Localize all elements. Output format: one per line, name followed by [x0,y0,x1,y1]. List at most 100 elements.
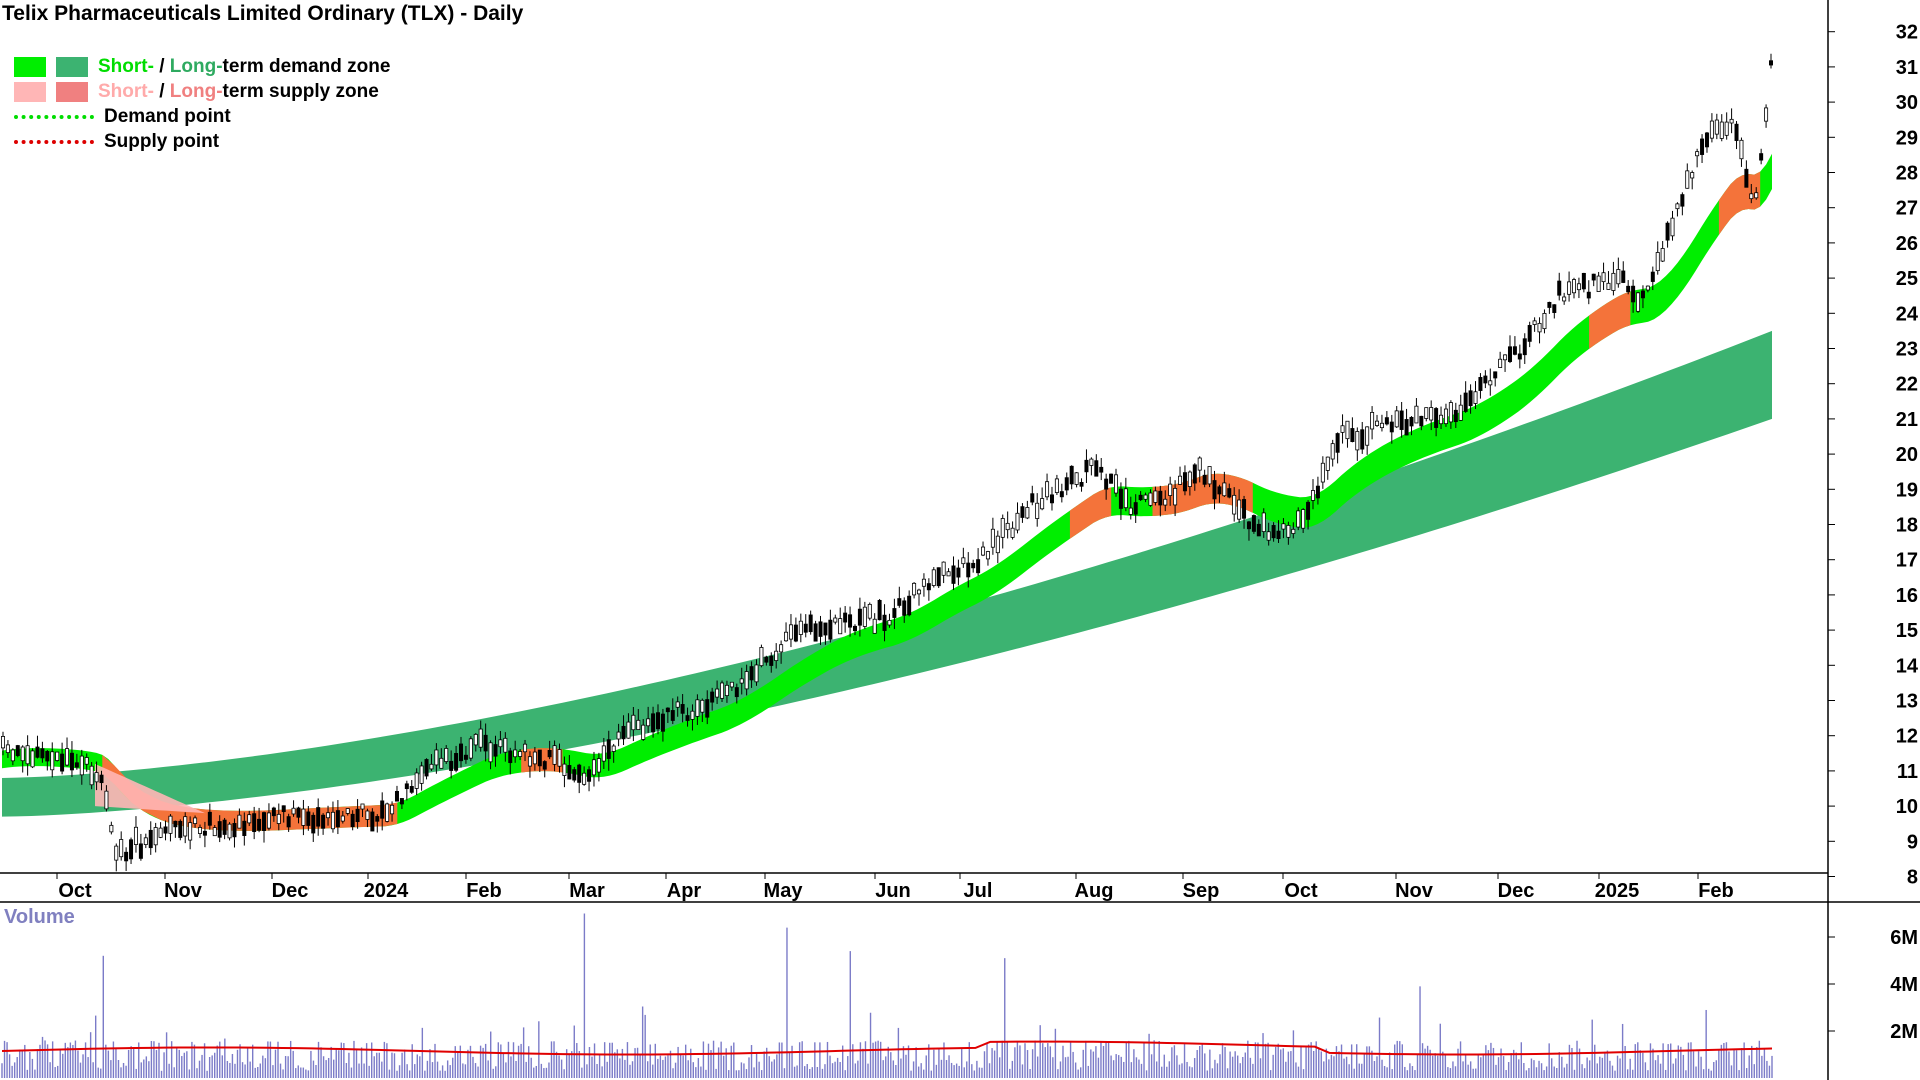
date-tick-label: Mar [569,880,605,902]
legend-supply-zone: Short- / Long-term supply zone [14,79,390,104]
candle-body [281,805,286,813]
candle-body [537,749,542,767]
candle-body [1261,512,1266,532]
candle-body [1503,354,1508,361]
candle-body [848,614,853,628]
candle-body [754,664,759,683]
candle-body [424,759,429,777]
legend-demand-point-label: Demand point [104,105,231,127]
candle-body [104,790,109,810]
candle-body [774,650,779,661]
candle-body [532,751,537,765]
candle-body [857,608,862,626]
candle-body [985,551,990,560]
candle-body [109,824,114,833]
candle-body [10,749,15,762]
candle-body [1636,292,1641,312]
candle-body [1375,420,1380,426]
candle-body [685,715,690,721]
price-tick-label: 17 [1896,550,1918,572]
candle-body [1005,522,1010,531]
candle-body [1178,475,1183,485]
candle-body [1660,248,1665,262]
candle-body [1049,494,1054,504]
candle-body [478,728,483,748]
candle-body [454,753,459,771]
candle-body [828,619,833,640]
candle-body [1453,409,1458,423]
candle-body [1291,528,1296,534]
candle-body [375,816,380,822]
candle-body [1680,194,1685,207]
date-tick-label: Jun [875,880,911,902]
price-tick-label: 16 [1896,585,1918,607]
candle-body [1714,119,1719,135]
date-tick-label: 2024 [364,880,409,902]
volume-average [1,1040,1773,1056]
candle-body [572,769,577,781]
price-tick-label: 28 [1896,163,1918,185]
candle-body [99,774,104,784]
candle-body [370,811,375,832]
candle-body [473,733,478,746]
candle-body [1576,283,1581,291]
candle-body [921,578,926,587]
candle-body [675,701,680,708]
legend: Short- / Long-term demand zone Short- / … [14,54,390,154]
candle-body [990,528,995,548]
short-term-supply-zone [1589,291,1631,349]
candle-body [138,843,143,859]
legend-supply-point: Supply point [14,129,390,154]
price-tick-label: 22 [1896,374,1918,396]
candle-body [567,765,572,780]
candle-body [1655,252,1660,272]
candle-body [488,742,493,763]
candle-body [483,734,488,752]
candle-body [611,745,616,752]
candle-body [355,808,360,823]
legend-supply-long: Long- [169,80,223,102]
candle-body [1168,483,1173,496]
candle-body [606,739,611,759]
candle-body [1552,304,1557,313]
candle-body [1345,420,1350,440]
candle-body [380,800,385,819]
price-tick-label: 30 [1896,92,1918,114]
candle-body [1379,422,1384,429]
candle-body [1010,527,1015,538]
candle-body [587,769,592,782]
candle-body [1340,425,1345,433]
candle-body [1606,282,1611,290]
candle-body [1611,272,1616,291]
candle-body [1123,488,1128,509]
candle-body [596,758,601,773]
candle-body [1640,290,1645,299]
candle-body [242,820,247,836]
price-tick-label: 19 [1896,479,1918,501]
price-tick-label: 31 [1896,57,1918,79]
candle-body [1251,515,1256,532]
candle-body [788,624,793,640]
price-axis: 8 9 10 11 12 13 14 15 16 17 18 19 20 21 22 23 24 25 26 27 28… [1828,22,1919,889]
candle-body [1443,408,1448,425]
candle-body [995,535,1000,554]
candle-body [557,749,562,767]
candle-body [385,803,390,822]
date-tick-label: Aug [1075,880,1114,902]
candle-body [119,839,124,858]
candle-body [262,812,267,831]
candle-body [897,598,902,606]
candle-body [227,823,232,839]
date-tick-label: Oct [1284,880,1318,902]
candle-body [291,807,296,815]
candle-body [1173,487,1178,506]
candle-body [493,744,498,757]
candle-body [902,600,907,616]
candle-body [193,817,198,824]
price-tick-label: 23 [1896,339,1918,361]
candle-body [655,712,660,730]
candle-body [60,753,65,772]
price-tick-label: 15 [1896,620,1918,642]
candle-body [1478,377,1483,391]
candle-body [1296,510,1301,528]
